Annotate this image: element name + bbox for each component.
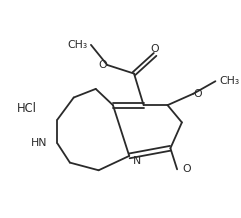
Text: O: O — [193, 89, 202, 99]
Text: O: O — [151, 44, 159, 54]
Text: HCl: HCl — [17, 102, 37, 114]
Text: HN: HN — [31, 138, 48, 148]
Text: O: O — [182, 164, 191, 174]
Text: CH₃: CH₃ — [67, 40, 87, 50]
Text: N: N — [133, 156, 141, 166]
Text: O: O — [99, 60, 107, 70]
Text: CH₃: CH₃ — [219, 76, 239, 86]
